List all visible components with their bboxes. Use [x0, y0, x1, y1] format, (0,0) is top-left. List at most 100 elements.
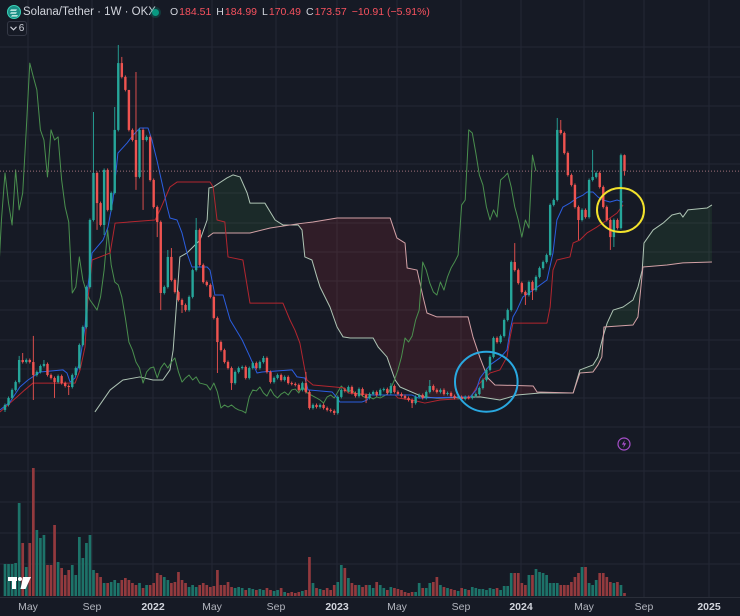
volume-bar — [474, 588, 478, 596]
solana-logo-icon[interactable] — [7, 5, 21, 19]
time-axis[interactable]: May Sep 2022 May Sep 2023 May Sep 2024 M… — [0, 597, 740, 616]
volume-bar — [180, 580, 184, 596]
volume-bar — [478, 589, 481, 596]
leading-span-a-line — [94, 174, 713, 413]
volume-bar — [555, 583, 559, 596]
volume-bar — [488, 588, 492, 596]
candle-down — [184, 304, 187, 311]
volume-bar — [46, 565, 49, 596]
candle-down — [173, 280, 177, 292]
volume-bar — [435, 577, 439, 596]
lightning-icon[interactable] — [617, 437, 631, 451]
volume-bar — [265, 588, 269, 596]
volume-bar — [467, 590, 471, 596]
time-tick-label: Sep — [451, 601, 471, 613]
volume-bar — [417, 583, 421, 596]
volume-bar — [594, 580, 598, 596]
volume-bar — [456, 591, 460, 596]
candle-up — [145, 136, 148, 140]
volume-bar — [67, 570, 71, 596]
candle-up — [506, 310, 509, 320]
candle-down — [460, 396, 463, 399]
volume-bar — [623, 593, 626, 596]
volume-bar — [216, 570, 219, 596]
volume-bar — [127, 580, 131, 596]
volume-bar — [162, 577, 166, 596]
cloud-bullish — [606, 204, 712, 327]
candle-down — [177, 291, 180, 300]
volume-bar — [194, 587, 198, 596]
candle-up — [311, 404, 315, 409]
indicators-toggle-button[interactable]: 6 — [7, 21, 27, 36]
volume-bar — [148, 585, 152, 596]
candle-down — [265, 357, 269, 372]
candle-up — [541, 262, 545, 269]
volume-bar — [400, 590, 403, 596]
candle-up — [371, 391, 375, 395]
candle-up — [552, 200, 555, 205]
volume-bar — [42, 535, 46, 596]
candle-up — [194, 229, 198, 271]
candle-up — [545, 255, 548, 263]
volume-bar — [131, 583, 134, 596]
volume-bar — [258, 589, 262, 596]
volume-bar — [524, 585, 527, 596]
candle-down — [361, 389, 364, 396]
candle-down — [421, 395, 424, 398]
candle-down — [297, 384, 301, 390]
candle-up — [88, 220, 92, 288]
candle-up — [347, 387, 350, 391]
volume-bar — [619, 585, 623, 596]
volume-bar — [516, 573, 520, 596]
candle-down — [524, 291, 527, 296]
volume-bar — [187, 587, 191, 596]
volume-bar — [290, 592, 294, 596]
candle-up — [85, 287, 88, 328]
candle-down — [315, 404, 318, 407]
candle-up — [35, 371, 39, 376]
volume-bar — [616, 582, 619, 596]
volume-bar — [318, 589, 322, 596]
volume-bar — [283, 592, 287, 596]
volume-bar — [601, 573, 605, 596]
candle-down — [322, 404, 325, 409]
time-tick-label: May — [18, 601, 38, 613]
candle-down — [616, 220, 619, 229]
candle-up — [502, 320, 506, 337]
candle-up — [428, 385, 431, 392]
volume-bar — [49, 565, 53, 596]
volume-bar — [329, 590, 333, 596]
volume-bar — [502, 586, 506, 596]
volume-bar — [573, 577, 577, 596]
volume-bar — [463, 589, 467, 596]
candle-down — [559, 129, 562, 133]
symbol-title[interactable]: Solana/Tether · 1W · OKX — [23, 6, 156, 18]
candle-down — [343, 389, 347, 391]
candle-up — [191, 270, 194, 297]
candle-up — [17, 360, 21, 383]
volume-bar — [138, 583, 141, 596]
candle-up — [187, 296, 191, 311]
cloud-bearish — [290, 217, 574, 400]
candles-layer — [3, 44, 626, 416]
candle-up — [591, 176, 594, 180]
candle-up — [251, 363, 254, 369]
tradingview-logo[interactable] — [8, 576, 32, 590]
volume-bar — [541, 573, 545, 596]
cloud-bullish — [573, 332, 604, 391]
time-tick-label: Sep — [634, 601, 654, 613]
price-chart[interactable] — [0, 0, 740, 597]
candle-up — [368, 394, 371, 398]
volume-bar — [364, 585, 368, 596]
volume-bar — [77, 537, 81, 596]
chevron-down-icon — [9, 26, 17, 31]
candle-up — [439, 389, 442, 392]
time-tick-label: 2025 — [697, 601, 721, 613]
candle-up — [248, 368, 251, 378]
candle-down — [400, 394, 403, 397]
volume-bar — [336, 582, 340, 596]
volume-bar — [223, 585, 226, 596]
volume-bar — [442, 587, 446, 596]
candle-down — [28, 360, 31, 363]
candle-up — [71, 375, 74, 388]
